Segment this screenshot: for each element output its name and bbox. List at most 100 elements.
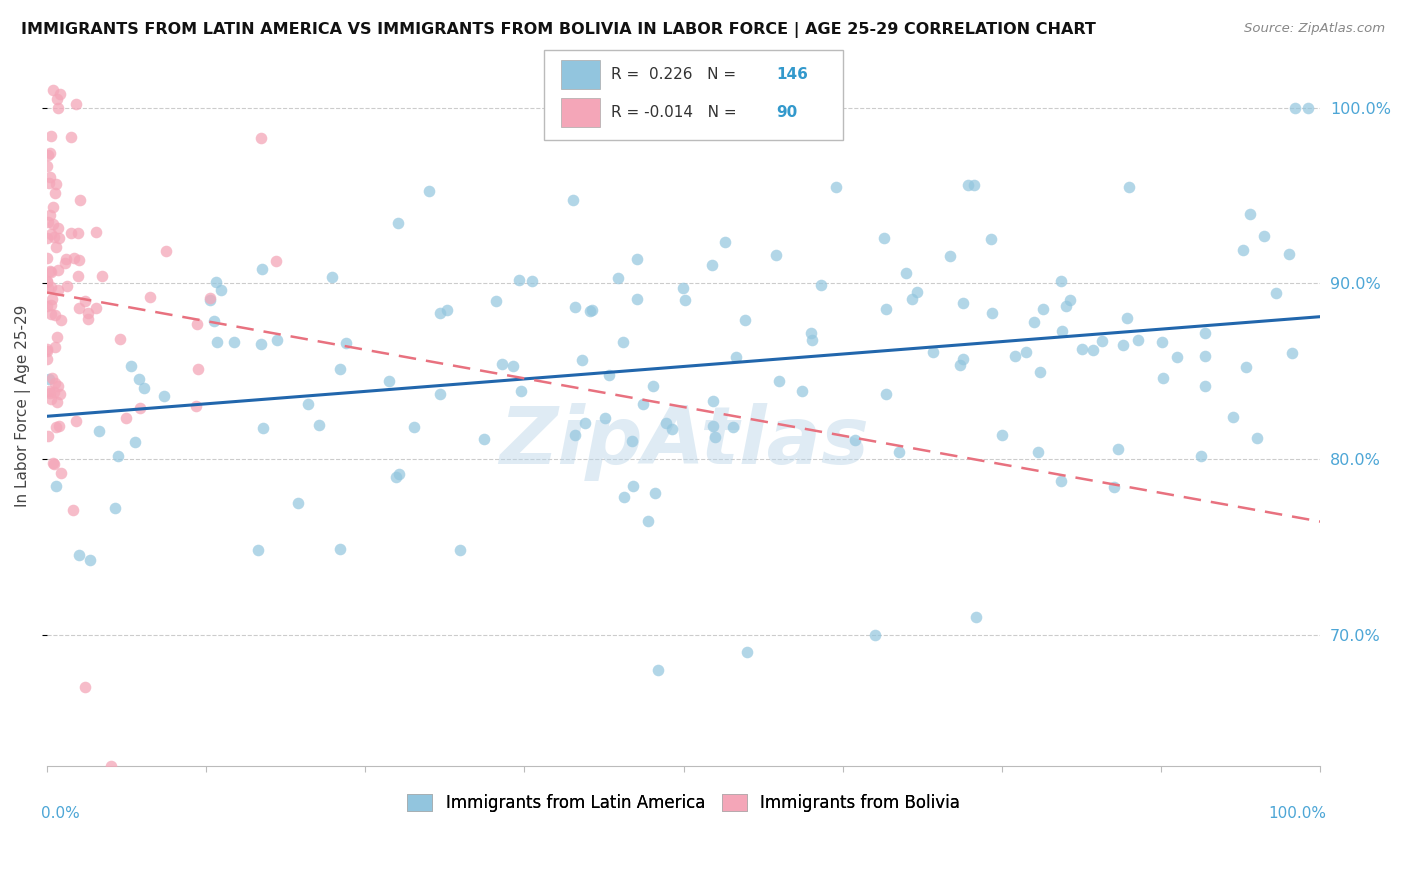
Point	[631, 397, 654, 411]
Point	[1026, 445, 1049, 459]
Point	[1194, 349, 1216, 363]
Point	[939, 249, 962, 263]
Point	[39, 392, 62, 406]
Point	[825, 179, 848, 194]
Point	[250, 337, 273, 351]
Point	[38, 386, 60, 401]
Legend: Immigrants from Latin America, Immigrants from Bolivia: Immigrants from Latin America, Immigrant…	[401, 788, 966, 819]
Point	[37, 147, 59, 161]
Point	[128, 401, 150, 416]
Point	[661, 422, 683, 436]
Point	[980, 232, 1002, 246]
Point	[107, 450, 129, 464]
Point	[104, 500, 127, 515]
Point	[153, 389, 176, 403]
Point	[120, 359, 142, 373]
Point	[1004, 349, 1026, 363]
Text: R =  0.226   N =: R = 0.226 N =	[612, 67, 741, 82]
Point	[581, 302, 603, 317]
Point	[44, 186, 66, 200]
Point	[896, 266, 918, 280]
Point	[39, 169, 62, 184]
Point	[37, 351, 59, 366]
Point	[110, 332, 132, 346]
Point	[510, 384, 533, 398]
Text: R = -0.014   N =: R = -0.014 N =	[612, 105, 741, 120]
Point	[37, 159, 59, 173]
Point	[39, 208, 62, 222]
Point	[725, 351, 748, 365]
Point	[39, 307, 62, 321]
Point	[1239, 207, 1261, 221]
Point	[77, 306, 100, 320]
Point	[44, 376, 66, 391]
Point	[673, 293, 696, 307]
Point	[508, 273, 530, 287]
Point	[1015, 345, 1038, 359]
Point	[87, 425, 110, 439]
Point	[922, 345, 945, 359]
Point	[429, 387, 451, 401]
Point	[45, 479, 67, 493]
Point	[198, 291, 221, 305]
Point	[637, 514, 659, 528]
Point	[1071, 342, 1094, 356]
Point	[115, 411, 138, 425]
Point	[41, 264, 63, 278]
Point	[887, 445, 910, 459]
Point	[1281, 345, 1303, 359]
Point	[449, 543, 471, 558]
Point	[574, 417, 596, 431]
Point	[418, 184, 440, 198]
Text: IMMIGRANTS FROM LATIN AMERICA VS IMMIGRANTS FROM BOLIVIA IN LABOR FORCE | AGE 25: IMMIGRANTS FROM LATIN AMERICA VS IMMIGRA…	[21, 22, 1095, 38]
Point	[76, 311, 98, 326]
Point	[737, 645, 759, 659]
Point	[1264, 286, 1286, 301]
Point	[46, 329, 69, 343]
Point	[49, 312, 72, 326]
Point	[39, 263, 62, 277]
Point	[37, 281, 59, 295]
Point	[963, 178, 986, 193]
Point	[623, 479, 645, 493]
FancyBboxPatch shape	[544, 50, 842, 140]
Point	[84, 301, 107, 315]
Text: 90: 90	[776, 105, 797, 120]
Point	[55, 252, 77, 266]
Point	[1246, 431, 1268, 445]
Point	[45, 419, 67, 434]
Point	[491, 357, 513, 371]
Point	[612, 334, 634, 349]
Point	[1050, 324, 1073, 338]
Point	[1050, 274, 1073, 288]
Point	[287, 496, 309, 510]
Point	[564, 300, 586, 314]
Point	[48, 87, 70, 101]
Point	[48, 379, 70, 393]
Point	[800, 326, 823, 340]
Point	[90, 268, 112, 283]
Point	[198, 293, 221, 307]
Point	[1234, 359, 1257, 374]
Point	[1296, 101, 1319, 115]
Point	[1032, 301, 1054, 316]
Point	[721, 420, 744, 434]
Point	[67, 269, 90, 284]
Point	[700, 258, 723, 272]
Point	[429, 306, 451, 320]
Point	[613, 490, 636, 504]
Point	[53, 255, 76, 269]
Point	[51, 466, 73, 480]
Point	[1194, 379, 1216, 393]
Point	[957, 178, 980, 192]
Point	[641, 379, 664, 393]
Point	[128, 371, 150, 385]
Point	[48, 419, 70, 434]
Point	[59, 130, 82, 145]
Point	[606, 270, 628, 285]
Point	[252, 421, 274, 435]
Point	[252, 262, 274, 277]
Point	[100, 759, 122, 773]
Point	[41, 370, 63, 384]
Point	[1059, 293, 1081, 308]
